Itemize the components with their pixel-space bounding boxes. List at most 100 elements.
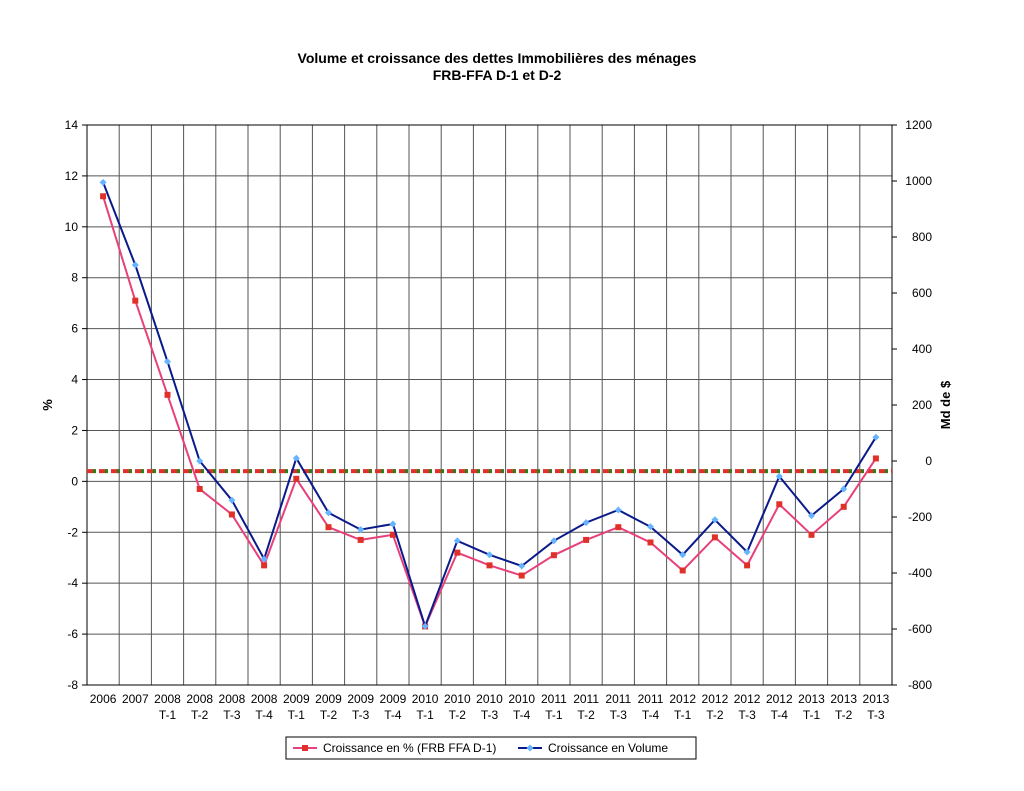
x-tick-sublabel: T-1: [674, 708, 692, 722]
left-axis-ticks: 14 12 10 8 6 4 2 0 -2 -4 -6 -8: [65, 118, 87, 692]
series-2-point: [743, 548, 751, 556]
series-2-point: [164, 358, 171, 366]
series-2-point: [196, 457, 204, 465]
series-1-point: [100, 193, 107, 200]
series-1-point: [711, 534, 718, 541]
legend-swatch-marker: [302, 745, 308, 751]
x-tick-sublabel: T-2: [706, 708, 724, 722]
x-tick-sublabel: T-2: [835, 708, 853, 722]
x-tick-sublabel: T-3: [352, 708, 370, 722]
series-1-point: [486, 562, 493, 569]
left-tick-label: 0: [71, 474, 78, 488]
chart-title: Volume et croissance des dettes Immobili…: [298, 50, 697, 66]
x-tick-label: 2008: [186, 692, 213, 706]
x-tick-label: 2010: [508, 692, 535, 706]
x-axis-ticks: 2006 2007 2008 T-1 2008 T-2 2008 T-3 2008 T-4 2009…: [90, 692, 890, 722]
x-tick-label: 2013: [830, 692, 857, 706]
gridlines: [87, 125, 892, 685]
x-tick-label: 2008: [154, 692, 181, 706]
series-1-point: [615, 524, 622, 531]
right-tick-label: -400: [908, 566, 932, 580]
x-tick-label: 2013: [863, 692, 890, 706]
series-1-point: [518, 572, 525, 579]
series-1-point: [389, 531, 396, 538]
x-tick-sublabel: T-4: [255, 708, 273, 722]
series-2-point: [357, 526, 365, 534]
x-tick-label: 2009: [347, 692, 374, 706]
x-tick-label: 2012: [669, 692, 696, 706]
series-1-point: [454, 549, 461, 556]
x-tick-sublabel: T-1: [159, 708, 177, 722]
left-tick-label: 14: [65, 118, 79, 132]
series-1-point: [196, 486, 203, 492]
x-tick-label: 2009: [380, 692, 407, 706]
series-2-point: [260, 555, 268, 563]
right-tick-label: 0: [925, 454, 932, 468]
series-2-point: [228, 496, 236, 504]
series-1-point: [872, 455, 879, 462]
series-1-point: [357, 536, 364, 543]
series-2-point: [614, 506, 622, 514]
series-1-point: [132, 297, 139, 304]
legend-label: Croissance en % (FRB FFA D-1): [323, 741, 496, 755]
series-2-point: [840, 485, 848, 493]
x-tick-sublabel: T-2: [449, 708, 467, 722]
x-tick-sublabel: T-1: [288, 708, 306, 722]
series-2-point: [711, 516, 719, 524]
series-2-line: [102, 182, 877, 630]
x-tick-sublabel: T-3: [481, 708, 499, 722]
series-2-point: [486, 551, 493, 559]
x-tick-sublabel: T-2: [577, 708, 595, 722]
series-2-point: [389, 520, 397, 528]
left-tick-label: -6: [67, 627, 78, 641]
x-tick-sublabel: T-2: [191, 708, 209, 722]
legend-box: [285, 736, 697, 760]
left-axis-label: %: [40, 399, 55, 411]
legend-swatch-marker: [526, 744, 534, 752]
x-tick-sublabel: T-2: [320, 708, 338, 722]
series-1-point: [808, 531, 815, 538]
x-tick-label: 2008: [219, 692, 246, 706]
x-tick-sublabel: T-3: [738, 708, 756, 722]
x-tick-sublabel: T-1: [803, 708, 821, 722]
x-tick-label: 2012: [734, 692, 761, 706]
series-1-point: [325, 524, 332, 531]
x-tick-sublabel: T-1: [416, 708, 434, 722]
right-tick-label: 200: [912, 398, 932, 412]
left-tick-label: 12: [65, 169, 79, 183]
left-tick-label: -4: [67, 576, 78, 590]
left-tick-label: 8: [71, 271, 78, 285]
x-tick-sublabel: T-1: [545, 708, 563, 722]
legend-label: Croissance en Volume: [548, 741, 668, 755]
series-2-point: [292, 454, 300, 462]
series-1-point: [550, 552, 557, 559]
series-1-point: [228, 511, 235, 518]
left-tick-label: -8: [67, 678, 78, 692]
series-2-point: [872, 433, 880, 441]
series-layer: [99, 178, 880, 630]
series-2-point: [808, 512, 815, 520]
right-tick-label: 400: [912, 342, 932, 356]
left-tick-label: 4: [71, 373, 78, 387]
right-tick-label: 1200: [905, 118, 932, 132]
x-tick-sublabel: T-3: [610, 708, 628, 722]
series-2-point: [325, 509, 332, 517]
x-tick-sublabel: T-4: [642, 708, 660, 722]
series-2-point: [421, 622, 429, 630]
series-2-point: [453, 537, 461, 545]
series-1-point: [293, 475, 300, 482]
series-1-point: [679, 567, 686, 574]
x-tick-label: 2008: [251, 692, 278, 706]
x-tick-label: 2010: [412, 692, 439, 706]
right-tick-label: -200: [908, 510, 932, 524]
series-2-point: [131, 261, 139, 269]
series-1-point: [261, 562, 268, 569]
series-1-point: [164, 391, 171, 398]
right-tick-label: -800: [908, 678, 932, 692]
series-1-point: [647, 539, 654, 546]
left-tick-label: 2: [71, 423, 78, 437]
x-tick-label: 2006: [90, 692, 117, 706]
series-2-point: [647, 523, 654, 531]
right-tick-label: 800: [912, 230, 932, 244]
x-tick-label: 2010: [476, 692, 503, 706]
